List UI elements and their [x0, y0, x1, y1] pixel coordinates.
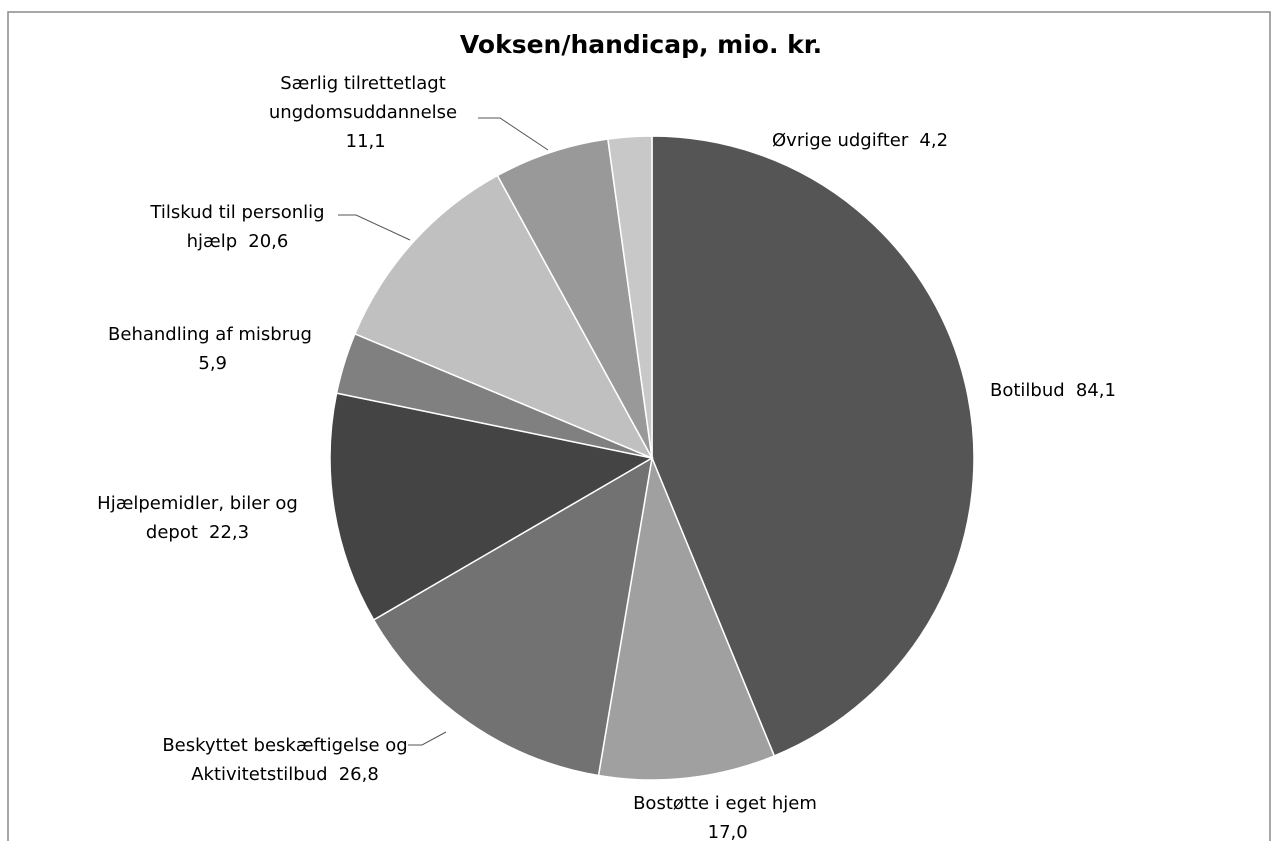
label-value: 5,9 [198, 353, 228, 374]
pie-slice [597, 455, 776, 781]
label-category: Bostøtte i eget hjem [633, 793, 817, 814]
chart-frame [7, 11, 1271, 841]
leader-line [408, 731, 447, 746]
label-category: Beskyttet beskæftigelse og Aktivitetstil… [162, 735, 408, 785]
data-label: Behandling af misbrug 5,9 [100, 320, 320, 378]
data-label: Beskyttet beskæftigelse og Aktivitetstil… [155, 731, 415, 789]
pie-slice [607, 135, 653, 459]
label-value: 11,1 [345, 131, 386, 152]
leader-line [478, 117, 549, 151]
data-label: Særlig tilrettetlagt ungdomsuddannelse 1… [248, 69, 478, 156]
data-label: Øvrige udgifter 4,2 [772, 126, 1072, 155]
label-value: 4,2 [919, 130, 949, 151]
label-category: Behandling af misbrug [108, 324, 312, 345]
pie-slice [651, 135, 975, 757]
label-value: 84,1 [1075, 380, 1116, 401]
pie-slice [329, 392, 655, 621]
label-category: Øvrige udgifter [772, 130, 909, 151]
chart-title: Voksen/handicap, mio. kr. [459, 30, 823, 59]
label-value: 20,6 [248, 231, 289, 252]
pie-slice [353, 174, 654, 460]
leader-line [338, 214, 411, 241]
label-category: Botilbud [990, 380, 1065, 401]
data-label: Botilbud 84,1 [990, 376, 1190, 405]
label-category: Hjælpemidler, biler og depot [97, 493, 298, 543]
data-label: Tilskud til personlig hjælp 20,6 [135, 198, 340, 256]
label-category: Særlig tilrettetlagt ungdomsuddannelse [268, 73, 458, 123]
label-value: 22,3 [209, 522, 250, 543]
label-value: 26,8 [338, 764, 379, 785]
data-label: Bostøtte i eget hjem 17,0 [615, 789, 835, 841]
pie [329, 135, 975, 781]
label-category: Tilskud til personlig hjælp [150, 202, 325, 252]
data-label: Hjælpemidler, biler og depot 22,3 [80, 489, 315, 547]
label-value: 17,0 [707, 822, 748, 841]
pie-slice [372, 456, 654, 777]
